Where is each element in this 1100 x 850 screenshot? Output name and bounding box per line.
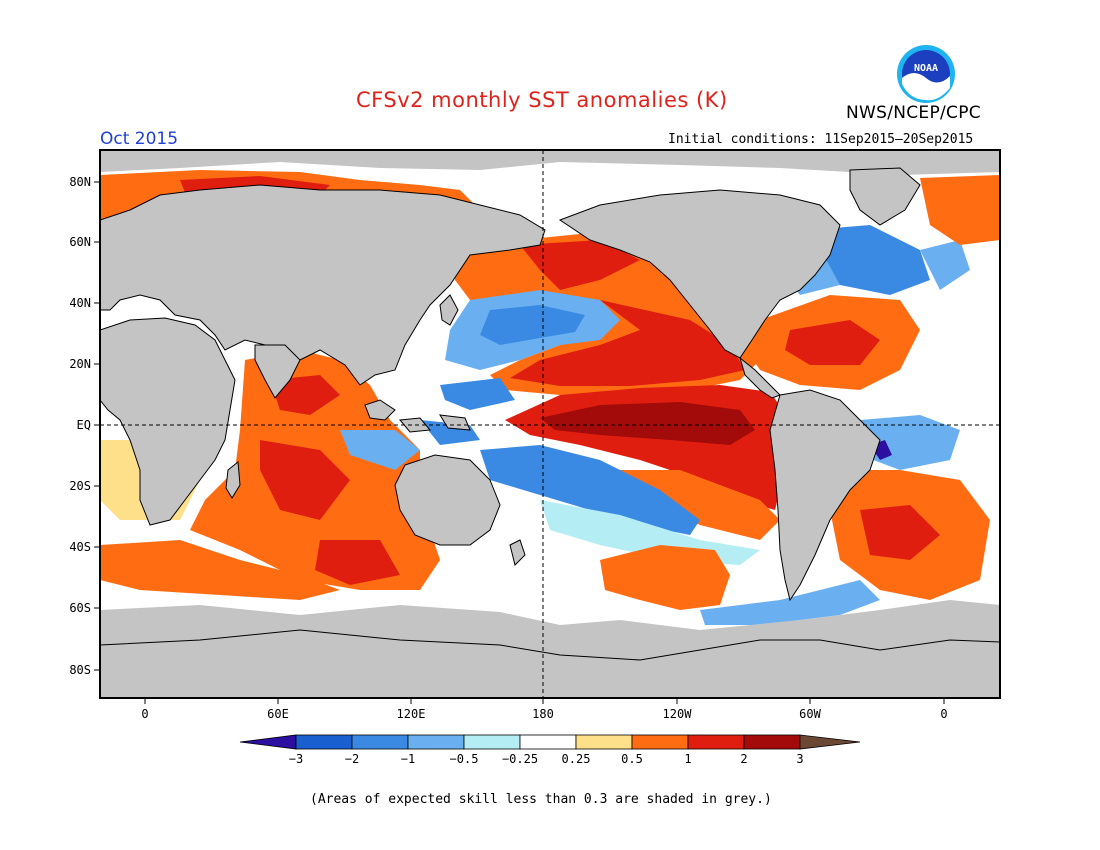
lat-label: 80N	[69, 175, 91, 189]
skill-note: (Areas of expected skill less than 0.3 a…	[310, 792, 772, 807]
colorbar-label: −0.5	[450, 752, 479, 766]
colorbar-bin	[687, 734, 745, 750]
lat-label: EQ	[77, 418, 91, 432]
lon-label: 120W	[663, 707, 693, 721]
land-africa	[100, 317, 236, 526]
colorbar-label: −0.25	[502, 752, 538, 766]
land-new-zealand	[509, 539, 526, 566]
colorbar-label: 2	[740, 752, 747, 766]
land-indonesia	[364, 399, 471, 433]
colorbar: −3 −2 −1 −0.5 −0.25 0.25 0.5 1 2 3	[239, 734, 861, 766]
anomaly-south-atlantic-strong	[860, 505, 940, 560]
lon-label: 120E	[397, 707, 426, 721]
colorbar-bin	[463, 734, 521, 750]
agency-label: NWS/NCEP/CPC	[846, 103, 981, 123]
anomaly-indian-ocean-cool	[340, 430, 420, 470]
anomaly-ne-pacific-strong	[510, 240, 745, 386]
land-north-america	[558, 189, 841, 359]
colorbar-low-arrow	[239, 734, 297, 750]
land-central-america	[739, 356, 781, 399]
colorbar-bin	[295, 734, 353, 750]
initial-conditions: Initial conditions: 11Sep2015—20Sep2015	[668, 132, 974, 147]
colorbar-bin	[743, 734, 801, 750]
anomaly-southern-ocean-cool	[700, 580, 880, 625]
anomaly-arctic-east-warm	[920, 175, 1000, 245]
land-india	[254, 344, 301, 399]
land-antarctica	[100, 629, 1000, 698]
land-europe-asia	[100, 184, 546, 386]
anomaly-south-pacific-warm	[600, 545, 730, 610]
colorbar-bin	[519, 734, 577, 750]
land-greenland	[849, 167, 921, 226]
lat-label: 40N	[69, 296, 91, 310]
anomaly-southern-ocean-warm	[100, 540, 340, 600]
land-madagascar	[225, 461, 241, 499]
colorbar-bin	[631, 734, 689, 750]
lat-label: 60S	[69, 601, 91, 615]
lon-label: 180	[532, 707, 554, 721]
anomaly-indian-ocean-strong	[260, 375, 400, 585]
lat-label: 20N	[69, 357, 91, 371]
lat-label: 80S	[69, 663, 91, 677]
colorbar-label: 1	[684, 752, 691, 766]
lon-label: 60W	[799, 707, 821, 721]
anomaly-north-atlantic-light	[780, 230, 970, 295]
colorbar-label: 0.5	[621, 752, 643, 766]
anomaly-sw-pacific-cool	[480, 445, 700, 535]
logo-text: NOAA	[914, 63, 938, 74]
lon-label: 60E	[267, 707, 289, 721]
anomaly-north-atlantic-strong	[785, 320, 880, 365]
land-australia	[394, 454, 501, 546]
colorbar-bin	[407, 734, 465, 750]
colorbar-bin	[575, 734, 633, 750]
land-japan	[439, 294, 459, 326]
forecast-month: Oct 2015	[100, 129, 179, 149]
longitude-axis: 0 60E 120E 180 120W 60W 0	[141, 698, 948, 721]
anomaly-el-nino-core	[540, 402, 755, 445]
colorbar-label: −2	[345, 752, 359, 766]
lat-label: 60N	[69, 235, 91, 249]
land-south-america	[769, 389, 881, 602]
colorbar-high-arrow	[799, 734, 861, 750]
colorbar-label: 0.25	[562, 752, 591, 766]
lat-label: 40S	[69, 540, 91, 554]
lat-label: 20S	[69, 479, 91, 493]
colorbar-label: −3	[289, 752, 303, 766]
lon-label: 0	[141, 707, 148, 721]
anomaly-north-atlantic-cool	[810, 225, 930, 295]
noaa-logo: NOAA	[897, 45, 955, 103]
anomaly-sw-pacific-light	[540, 500, 760, 565]
colorbar-bin	[351, 734, 409, 750]
map-frame	[99, 149, 1001, 699]
colorbar-label: 3	[796, 752, 803, 766]
land-masses	[100, 167, 1000, 698]
grey-skill-mask-north	[100, 150, 1000, 175]
anomaly-nw-pacific-cool-core	[480, 305, 585, 345]
anomaly-west-pacific-cool	[420, 378, 515, 445]
colorbar-label: −1	[401, 752, 415, 766]
latitude-axis: 80N 60N 40N 20N EQ 20S 40S 60S 80S	[69, 175, 100, 677]
lon-label: 0	[940, 707, 947, 721]
chart-title: CFSv2 monthly SST anomalies (K)	[356, 88, 728, 112]
